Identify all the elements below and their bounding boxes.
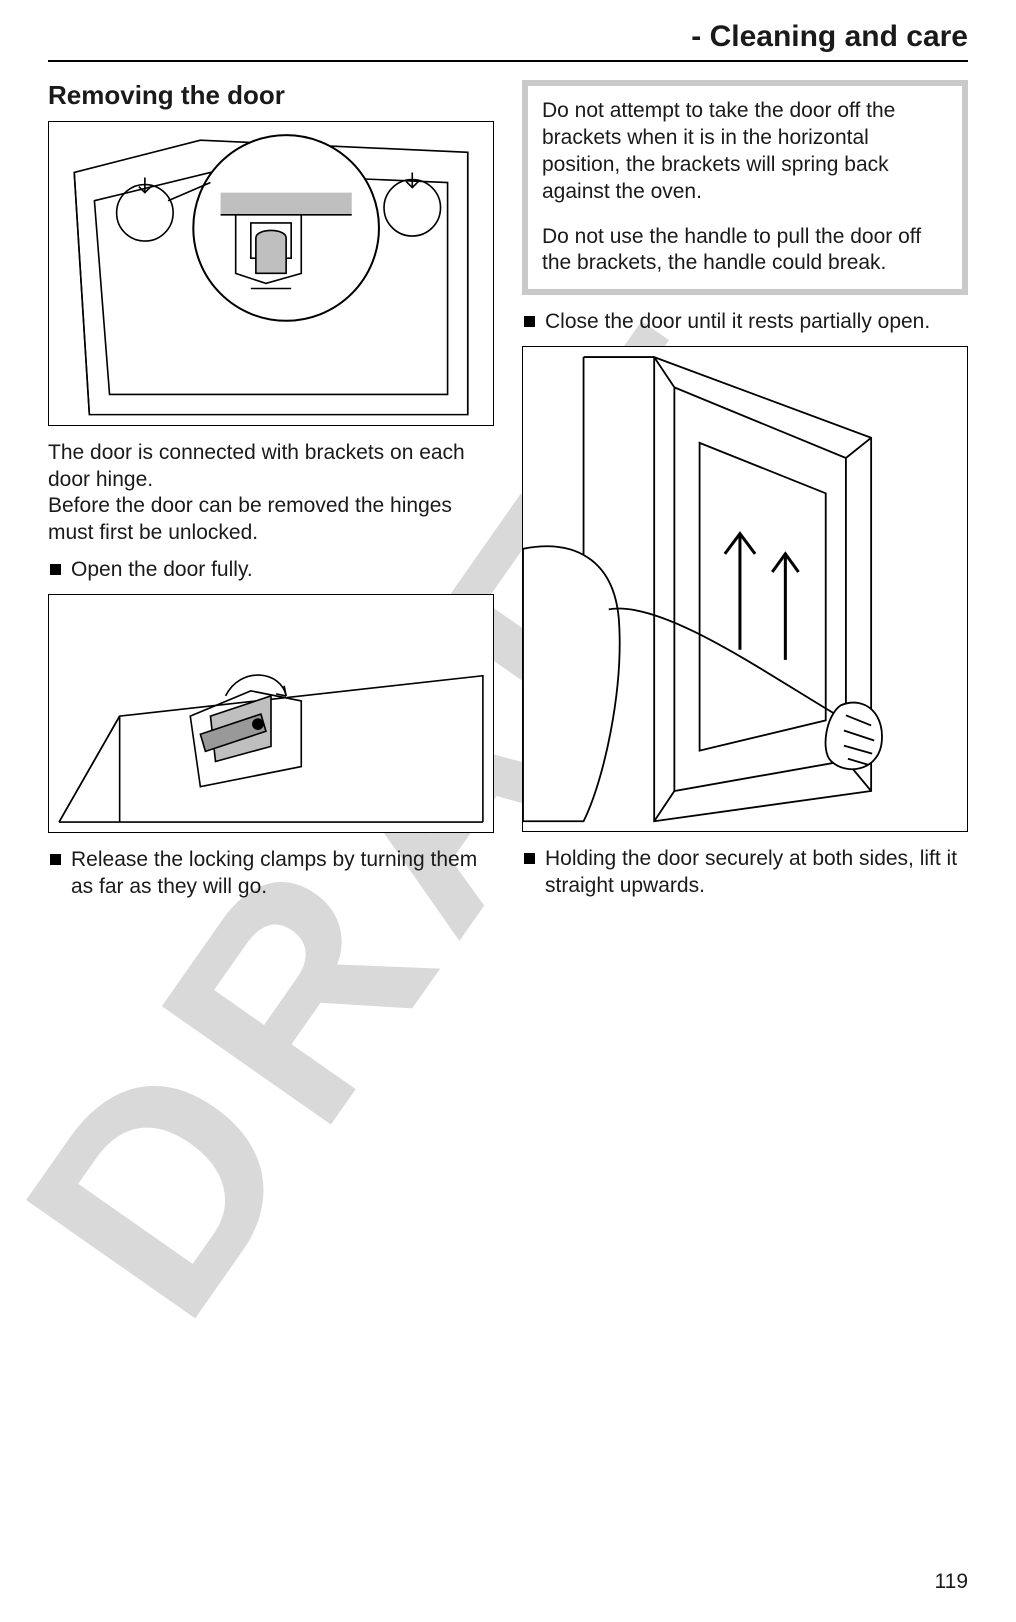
figure-lift-door <box>522 346 968 832</box>
bullet-icon <box>524 853 535 864</box>
page-header: - Cleaning and care <box>48 20 968 62</box>
section-title: Removing the door <box>48 80 494 111</box>
right-column: Do not attempt to take the door off the … <box>522 80 968 911</box>
page: DRAFT - Cleaning and care Removing the d… <box>0 0 1016 1622</box>
lift-door-illustration <box>523 347 967 831</box>
content: - Cleaning and care Removing the door <box>48 20 968 911</box>
step-text: Close the door until it rests partially … <box>545 309 930 336</box>
step-text: Open the door fully. <box>71 557 253 584</box>
two-column-layout: Removing the door <box>48 80 968 911</box>
warning-text-1: Do not attempt to take the door off the … <box>542 98 948 206</box>
step-release-clamps: Release the locking clamps by turning th… <box>48 847 494 901</box>
step-text: Release the locking clamps by turning th… <box>71 847 494 901</box>
step-open-door: Open the door fully. <box>48 557 494 584</box>
bullet-icon <box>524 316 535 327</box>
release-clamp-illustration <box>49 595 493 832</box>
door-hinge-overview-illustration <box>49 122 493 425</box>
left-column: Removing the door <box>48 80 494 911</box>
step-lift-door: Holding the door securely at both sides,… <box>522 846 968 900</box>
warning-text-2: Do not use the handle to pull the door o… <box>542 224 948 278</box>
warning-box: Do not attempt to take the door off the … <box>522 80 968 295</box>
step-close-partial: Close the door until it rests partially … <box>522 309 968 336</box>
page-number: 119 <box>935 1570 968 1594</box>
intro-paragraph: The door is connected with brackets on e… <box>48 440 494 548</box>
bullet-icon <box>50 564 61 575</box>
figure-door-hinge-overview <box>48 121 494 426</box>
bullet-icon <box>50 854 61 865</box>
step-text: Holding the door securely at both sides,… <box>545 846 968 900</box>
figure-release-clamp <box>48 594 494 833</box>
